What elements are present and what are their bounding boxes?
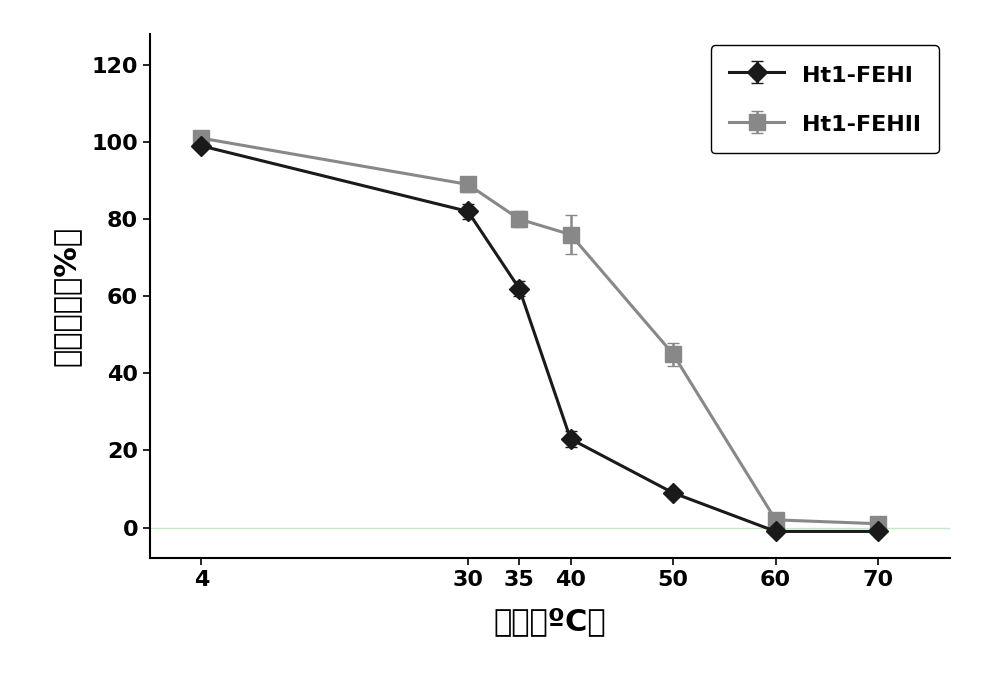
Legend: Ht1-FEHI, Ht1-FEHII: Ht1-FEHI, Ht1-FEHII [711, 45, 939, 153]
Y-axis label: 相对酶活（%）: 相对酶活（%） [51, 226, 80, 366]
X-axis label: 温度（ºC）: 温度（ºC） [494, 607, 606, 636]
